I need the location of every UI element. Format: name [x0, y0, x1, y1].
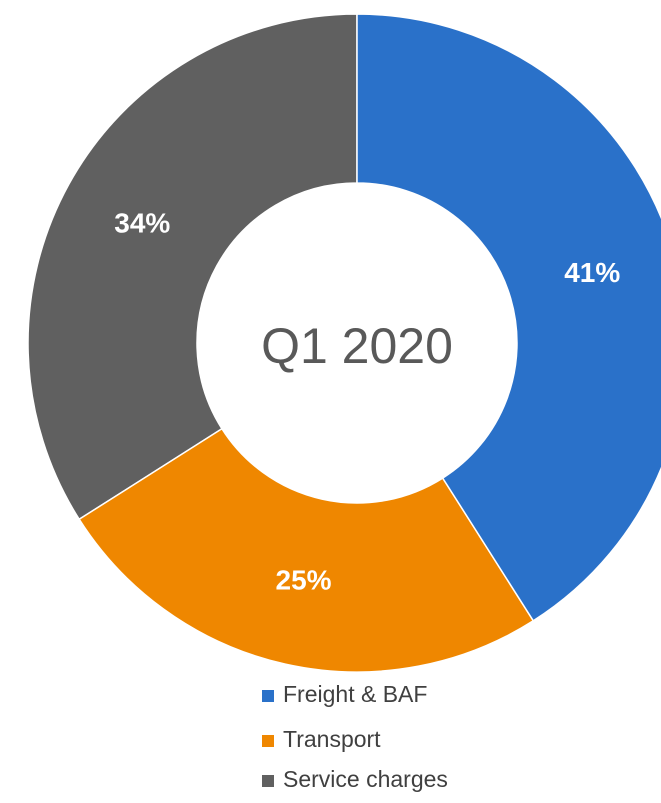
legend-swatch — [262, 690, 274, 702]
legend-swatch — [262, 735, 274, 747]
data-label: 41% — [564, 257, 620, 288]
center-label: Q1 2020 — [261, 318, 453, 374]
donut-slice — [356, 13, 661, 622]
data-label: 25% — [276, 564, 332, 595]
legend-swatch — [262, 775, 274, 787]
donut-slice — [78, 427, 535, 673]
data-label: 34% — [114, 207, 170, 238]
donut-slice — [27, 13, 358, 521]
legend-label: Freight & BAF — [283, 681, 427, 707]
legend-label: Transport — [283, 726, 381, 752]
legend-label: Service charges — [283, 766, 448, 792]
